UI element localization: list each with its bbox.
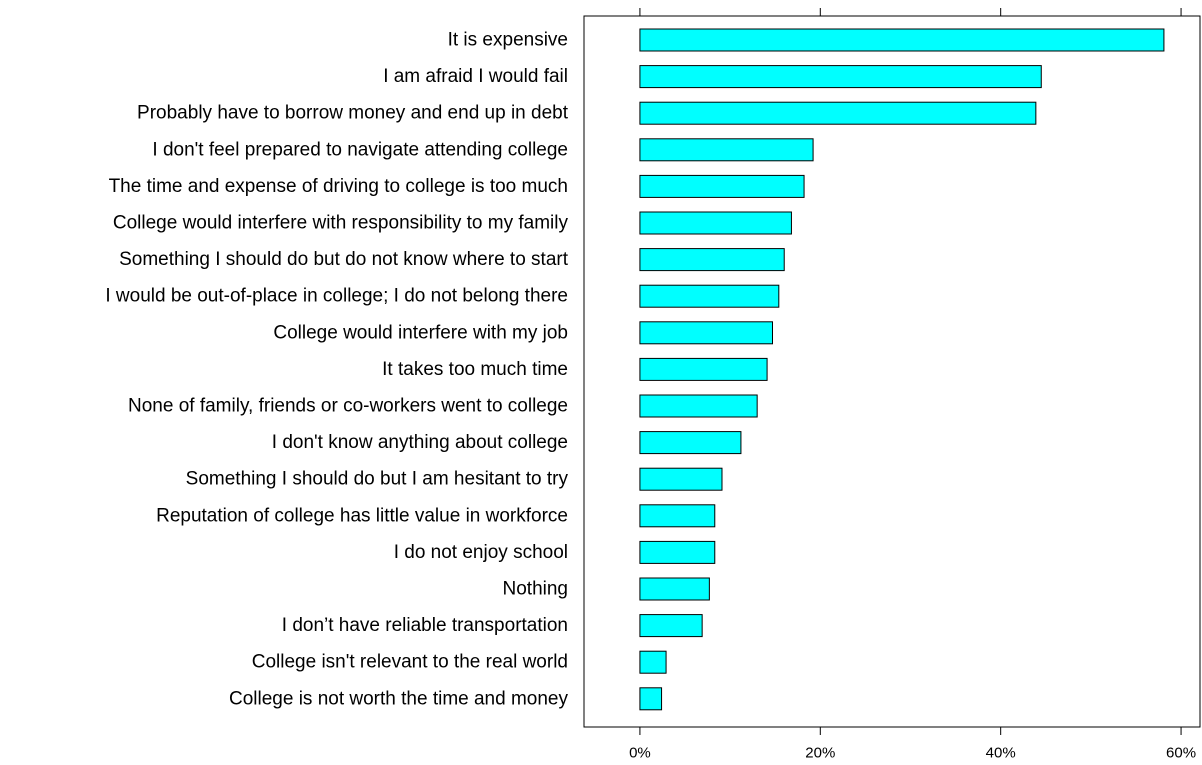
bars-group xyxy=(639,28,1165,711)
category-label: I don't know anything about college xyxy=(272,432,568,453)
bar xyxy=(639,467,723,491)
category-label: Probably have to borrow money and end up… xyxy=(137,103,569,124)
bar xyxy=(639,284,780,308)
bar xyxy=(639,65,1042,89)
plot-frame xyxy=(583,15,1201,728)
bar xyxy=(639,431,742,455)
category-label: I don’t have reliable transportation xyxy=(282,615,568,636)
category-label: I am afraid I would fail xyxy=(383,66,568,87)
bar xyxy=(639,28,1165,52)
bar xyxy=(639,101,1037,125)
x-axis-ticks: 0% 20% 40% 60% xyxy=(629,8,1196,762)
bar xyxy=(639,577,710,601)
category-label: College isn't relevant to the real world xyxy=(252,652,568,673)
bar xyxy=(639,211,792,235)
category-label: Something I should do but I am hesitant … xyxy=(186,469,569,490)
bar xyxy=(639,174,805,198)
category-label: The time and expense of driving to colle… xyxy=(109,176,568,197)
bar xyxy=(639,540,716,564)
bar xyxy=(639,321,773,345)
bar xyxy=(639,138,814,162)
bar xyxy=(639,357,768,381)
category-label: Something I should do but do not know wh… xyxy=(119,249,569,270)
bar xyxy=(639,687,663,711)
bar xyxy=(639,248,785,272)
x-tick-label: 60% xyxy=(1166,745,1196,762)
category-label: It takes too much time xyxy=(382,359,568,380)
category-label: None of family, friends or co-workers we… xyxy=(128,396,568,417)
category-label: College would interfere with responsibil… xyxy=(113,213,569,234)
category-label: I do not enjoy school xyxy=(394,542,568,563)
category-label: It is expensive xyxy=(448,30,568,51)
bar xyxy=(639,394,758,418)
x-tick-label: 40% xyxy=(986,745,1016,762)
category-label: College is not worth the time and money xyxy=(229,688,569,709)
category-label: College would interfere with my job xyxy=(273,322,568,343)
bar xyxy=(639,650,667,674)
category-labels: It is expensive I am afraid I would fail P… xyxy=(105,30,568,710)
bar xyxy=(639,614,703,638)
category-label: I don't feel prepared to navigate attend… xyxy=(152,139,568,160)
category-label: Reputation of college has little value i… xyxy=(156,505,568,526)
x-tick-label: 0% xyxy=(629,745,651,762)
bar xyxy=(639,504,716,528)
category-label: I would be out-of-place in college; I do… xyxy=(105,286,568,307)
category-label: Nothing xyxy=(503,579,569,600)
x-tick-label: 20% xyxy=(805,745,835,762)
